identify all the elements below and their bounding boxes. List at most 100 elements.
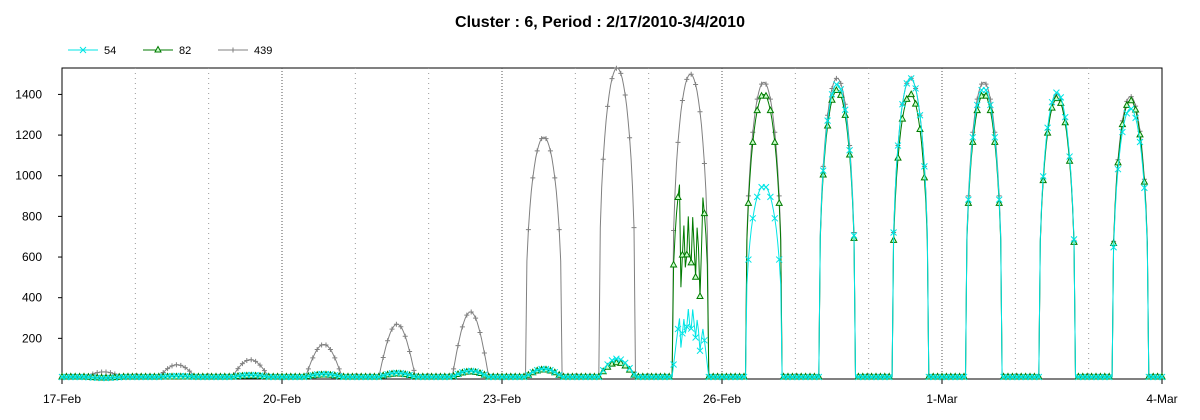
series-marker: [459, 324, 465, 330]
series-marker: [278, 372, 286, 380]
series-marker: [248, 357, 254, 363]
series-marker: [379, 372, 387, 379]
series-marker: [1078, 372, 1087, 380]
series-marker: [693, 82, 699, 88]
series-marker: [1158, 372, 1166, 380]
series-marker: [621, 359, 629, 367]
series-marker: [1092, 372, 1100, 380]
series-marker: [1030, 372, 1039, 380]
series-marker: [1048, 98, 1056, 106]
series-marker: [824, 117, 831, 124]
series-marker: [726, 372, 735, 380]
series-marker: [1114, 165, 1122, 173]
series-marker: [464, 312, 470, 318]
series-marker: [907, 90, 916, 98]
series-marker: [1119, 128, 1126, 136]
series-marker: [84, 372, 93, 380]
x-tick-label: 26-Feb: [703, 392, 741, 406]
series-marker: [291, 372, 300, 380]
series-marker: [511, 372, 520, 380]
series-marker: [894, 142, 902, 149]
series-marker: [286, 372, 295, 380]
series-marker: [530, 175, 536, 181]
series-marker: [759, 81, 765, 87]
series-marker: [1017, 372, 1026, 380]
series-marker: [744, 198, 753, 206]
series-marker: [1083, 372, 1092, 380]
series-marker: [911, 99, 920, 107]
series-marker: [564, 372, 572, 380]
series-marker: [366, 372, 374, 380]
series-marker: [872, 372, 880, 380]
plot-area: [61, 67, 1163, 380]
series-marker: [682, 250, 691, 258]
series-marker: [230, 47, 236, 53]
series-marker: [556, 227, 562, 233]
series-marker: [1131, 105, 1140, 113]
series-marker: [481, 371, 488, 379]
series-marker: [771, 214, 779, 222]
series-marker: [688, 71, 694, 77]
y-tick-label: 1200: [15, 128, 42, 142]
series-marker: [995, 196, 1003, 203]
series-marker: [141, 372, 150, 380]
series-marker: [722, 372, 731, 380]
series-marker: [692, 334, 699, 341]
series-marker: [339, 372, 348, 380]
series-marker: [938, 372, 946, 380]
series-marker: [679, 329, 686, 337]
series-marker: [757, 91, 766, 99]
series-marker: [450, 372, 457, 380]
series-marker: [473, 315, 479, 321]
grid: [134, 68, 1090, 379]
series-marker: [753, 106, 762, 114]
series-marker: [1149, 372, 1158, 380]
series-marker: [920, 173, 929, 181]
series-marker: [1043, 128, 1052, 136]
series-marker: [609, 76, 615, 82]
series-marker: [1035, 373, 1043, 381]
series-marker: [547, 148, 553, 154]
series-marker: [577, 372, 586, 380]
series-marker: [767, 193, 774, 201]
series-marker: [440, 372, 449, 380]
series-marker: [239, 361, 245, 367]
series-marker: [173, 362, 179, 368]
series-marker: [418, 372, 427, 380]
series-marker: [203, 372, 212, 380]
series-marker: [344, 372, 352, 380]
series-marker: [806, 372, 814, 380]
series-marker: [1105, 373, 1113, 381]
series-marker: [305, 366, 311, 372]
series-marker: [401, 370, 409, 378]
series-marker: [212, 372, 220, 380]
series-marker: [983, 81, 989, 87]
series-marker: [929, 372, 938, 380]
series-marker: [71, 372, 80, 380]
series-marker: [832, 86, 841, 94]
series-marker: [982, 86, 990, 94]
series-marker: [380, 355, 386, 361]
series-marker: [921, 163, 928, 170]
series-marker: [1044, 124, 1051, 132]
series-marker: [375, 373, 383, 381]
series-marker: [951, 372, 960, 380]
series-marker: [132, 372, 141, 380]
series-marker: [225, 372, 234, 380]
series-marker: [665, 372, 674, 380]
series-marker: [1127, 105, 1135, 113]
series-marker: [969, 133, 977, 141]
series-marker: [784, 372, 792, 380]
series-marker: [1026, 372, 1034, 380]
series-marker: [916, 111, 924, 119]
series-marker: [788, 372, 797, 380]
y-tick-label: 1000: [15, 169, 42, 183]
series-marker: [841, 106, 849, 114]
chart-title: Cluster : 6, Period : 2/17/2010-3/4/2010: [455, 14, 745, 31]
series-marker: [982, 91, 990, 99]
legend-item: 439: [218, 45, 272, 57]
series-marker: [235, 366, 241, 372]
series-marker: [823, 121, 832, 129]
series-marker: [406, 371, 413, 379]
legend: 54 82 439: [68, 45, 272, 57]
